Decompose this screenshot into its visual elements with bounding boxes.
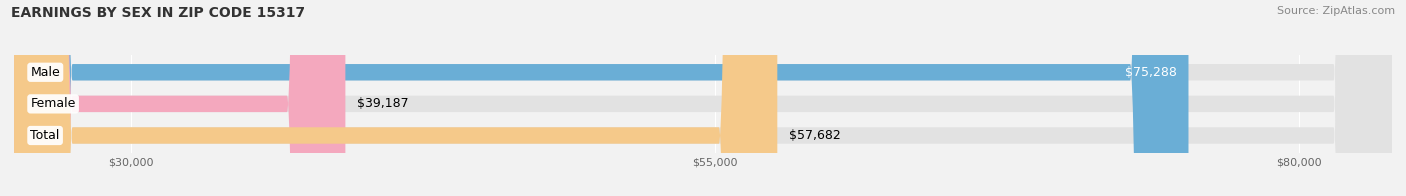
Text: Total: Total bbox=[31, 129, 60, 142]
Text: $75,288: $75,288 bbox=[1125, 66, 1177, 79]
FancyBboxPatch shape bbox=[14, 0, 346, 196]
FancyBboxPatch shape bbox=[14, 0, 1392, 196]
FancyBboxPatch shape bbox=[14, 0, 778, 196]
FancyBboxPatch shape bbox=[14, 0, 1392, 196]
Text: Source: ZipAtlas.com: Source: ZipAtlas.com bbox=[1277, 6, 1395, 16]
Text: $57,682: $57,682 bbox=[789, 129, 841, 142]
Text: Female: Female bbox=[31, 97, 76, 110]
Text: Male: Male bbox=[31, 66, 60, 79]
FancyBboxPatch shape bbox=[14, 0, 1392, 196]
FancyBboxPatch shape bbox=[14, 0, 1188, 196]
Text: EARNINGS BY SEX IN ZIP CODE 15317: EARNINGS BY SEX IN ZIP CODE 15317 bbox=[11, 6, 305, 20]
Text: $39,187: $39,187 bbox=[357, 97, 409, 110]
